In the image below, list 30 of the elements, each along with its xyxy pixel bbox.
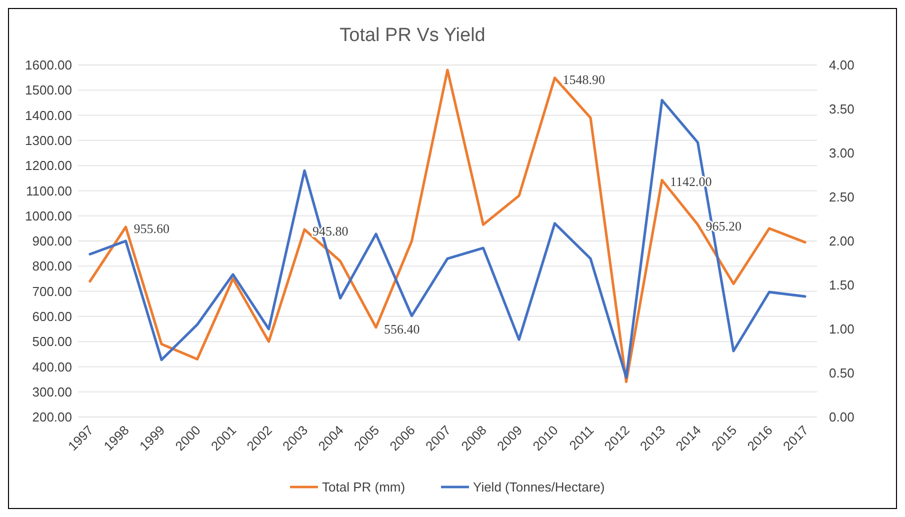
y-tick-label: 1400.00 <box>25 108 72 123</box>
chart-title: Total PR Vs Yield <box>340 25 486 46</box>
y2-tick-label: 2.00 <box>829 234 854 249</box>
y-tick-label: 900.00 <box>32 234 72 249</box>
y2-tick-label: 3.00 <box>829 146 854 161</box>
y-tick-label: 700.00 <box>32 284 72 299</box>
y2-tick-label: 2.50 <box>829 190 854 205</box>
data-label: 1548.90 <box>562 72 605 87</box>
y-tick-label: 1200.00 <box>25 158 72 174</box>
y2-tick-label: 1.00 <box>829 322 854 337</box>
y-tick-label: 200.00 <box>32 410 72 425</box>
y-tick-label: 500.00 <box>32 334 72 350</box>
data-label: 556.40 <box>384 321 420 336</box>
y-tick-label: 1500.00 <box>25 82 72 98</box>
y-tick-label: 1000.00 <box>25 208 72 224</box>
y2-tick-label: 4.00 <box>829 58 854 73</box>
legend-label: Yield (Tonnes/Hectare) <box>473 480 605 495</box>
y-tick-label: 1300.00 <box>25 132 72 148</box>
y-tick-label: 400.00 <box>32 359 72 374</box>
data-label: 955.60 <box>134 221 170 236</box>
y-tick-label: 600.00 <box>32 308 72 324</box>
legend-label: Total PR (mm) <box>322 480 406 495</box>
y2-tick-label: 3.50 <box>829 102 854 117</box>
y-tick-label: 800.00 <box>32 258 72 274</box>
y-tick-label: 1100.00 <box>26 183 72 198</box>
y2-tick-label: 1.50 <box>829 278 854 293</box>
y2-tick-label: 0.00 <box>829 410 854 425</box>
y2-tick-label: 0.50 <box>829 366 854 381</box>
y-tick-label: 1600.00 <box>25 58 72 73</box>
y-tick-label: 300.00 <box>32 384 72 400</box>
